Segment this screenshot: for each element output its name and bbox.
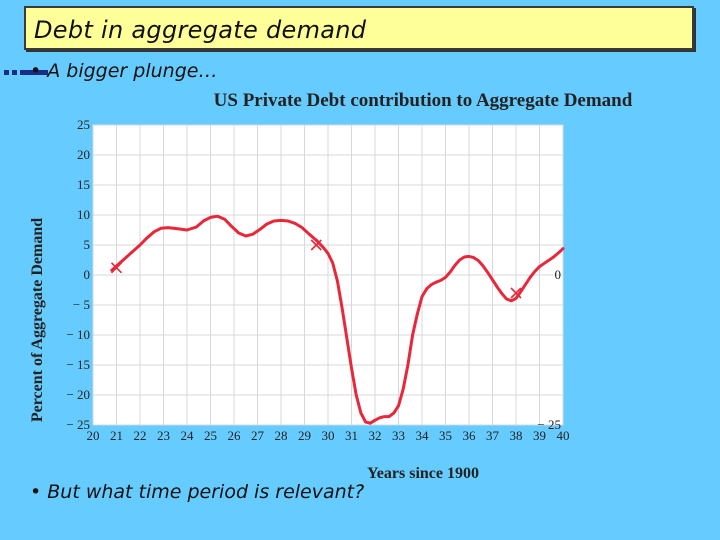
y-tick-label: − 20	[66, 387, 90, 402]
x-tick-label: 25	[204, 428, 217, 443]
x-tick-label: 28	[275, 428, 288, 443]
y-tick-label: 15	[77, 177, 90, 192]
x-tick-label: 39	[533, 428, 546, 443]
y-tick-label: 0	[84, 267, 91, 282]
x-tick-label: 37	[486, 428, 500, 443]
x-tick-label: 27	[251, 428, 265, 443]
cross-marker-stroke	[510, 287, 522, 299]
cross-marker	[110, 262, 123, 274]
x-tick-label: 24	[181, 428, 195, 443]
x-tick-label: 33	[392, 428, 405, 443]
chart-title: US Private Debt contribution to Aggregat…	[214, 90, 633, 111]
x-tick-label: 30	[322, 428, 335, 443]
right-axis-label: 0	[555, 267, 562, 282]
bullet-decoration-icon	[4, 70, 48, 76]
slide-title: Debt in aggregate demand	[34, 16, 367, 44]
x-tick-label: 32	[369, 428, 382, 443]
x-tick-label: 23	[157, 428, 170, 443]
x-tick-label: 40	[557, 428, 570, 443]
x-tick-label: 36	[463, 428, 477, 443]
y-tick-label: 20	[77, 147, 90, 162]
y-tick-label: 25	[77, 117, 90, 132]
slide-title-box: Debt in aggregate demand	[24, 6, 694, 50]
x-tick-label: 38	[510, 428, 523, 443]
y-tick-label: 5	[84, 237, 91, 252]
x-tick-label: 22	[134, 428, 147, 443]
x-tick-label: 34	[416, 428, 430, 443]
y-tick-label: − 15	[66, 357, 90, 372]
x-axis-label: Years since 1900	[367, 465, 479, 482]
y-axis-label: Percent of Aggregate Demand	[29, 218, 46, 422]
x-tick-label: 21	[110, 428, 123, 443]
y-tick-label: − 10	[66, 327, 90, 342]
cross-marker-stroke	[110, 262, 123, 274]
cross-marker-stroke	[310, 239, 322, 251]
y-tick-label: − 5	[73, 297, 90, 312]
bullet-time-period: • But what time period is relevant?	[30, 481, 365, 503]
bullet-bigger-plunge: • A bigger plunge…	[30, 60, 218, 82]
series-line	[110, 214, 565, 425]
cross-marker	[510, 287, 522, 299]
y-tick-label: 10	[77, 207, 90, 222]
x-tick-label: 26	[228, 428, 242, 443]
y-tick-label: − 25	[66, 417, 90, 432]
x-tick-label: 20	[87, 428, 100, 443]
x-tick-label: 35	[439, 428, 452, 443]
right-axis-label: − 25	[537, 417, 561, 432]
x-tick-label: 29	[298, 428, 311, 443]
cross-marker	[310, 239, 322, 251]
x-tick-label: 31	[345, 428, 358, 443]
